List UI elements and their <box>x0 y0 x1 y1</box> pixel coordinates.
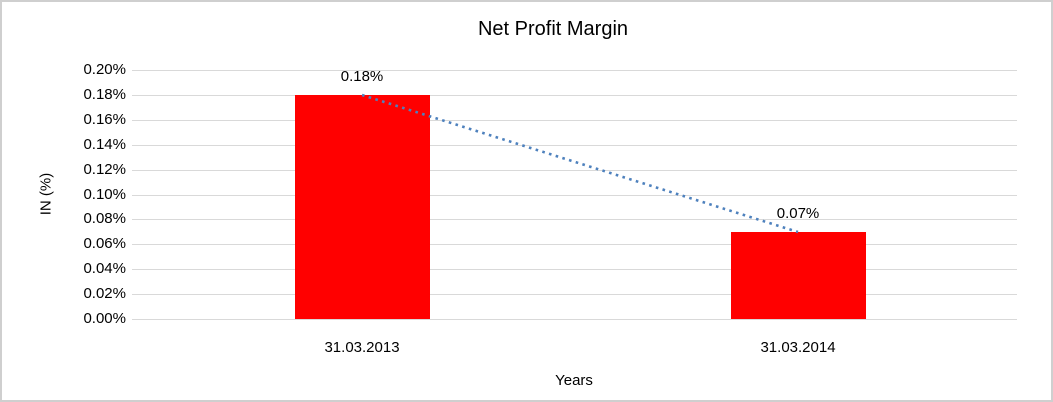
bar <box>730 232 866 319</box>
gridline <box>132 145 1017 146</box>
y-tick-label: 0.00% <box>83 310 126 327</box>
gridline <box>132 294 1017 295</box>
gridline <box>132 95 1017 96</box>
y-tick-label: 0.10% <box>83 186 126 203</box>
chart-title: Net Profit Margin <box>477 18 629 40</box>
gridline <box>132 219 1017 220</box>
y-tick-label: 0.12% <box>83 161 126 178</box>
y-tick-label: 0.20% <box>83 61 126 78</box>
y-tick-label: 0.16% <box>83 111 126 128</box>
y-tick-label: 0.14% <box>83 136 126 153</box>
x-tick-label: 31.03.2014 <box>760 339 836 356</box>
gridline <box>132 70 1017 71</box>
gridline <box>132 120 1017 121</box>
y-tick-label: 0.08% <box>83 210 126 227</box>
bar-value-label: 0.07% <box>776 205 820 222</box>
plot-area <box>132 70 1017 320</box>
gridline <box>132 319 1017 320</box>
y-tick-label: 0.06% <box>83 235 126 252</box>
x-tick-label: 31.03.2013 <box>324 339 400 356</box>
bar <box>294 95 430 319</box>
bar-value-label: 0.18% <box>340 68 384 85</box>
y-tick-label: 0.04% <box>83 260 126 277</box>
gridline <box>132 269 1017 270</box>
gridline <box>132 170 1017 171</box>
gridline <box>132 195 1017 196</box>
gridline <box>132 244 1017 245</box>
y-tick-label: 0.18% <box>83 86 126 103</box>
x-axis-title: Years <box>555 372 593 389</box>
y-tick-label: 0.02% <box>83 285 126 302</box>
